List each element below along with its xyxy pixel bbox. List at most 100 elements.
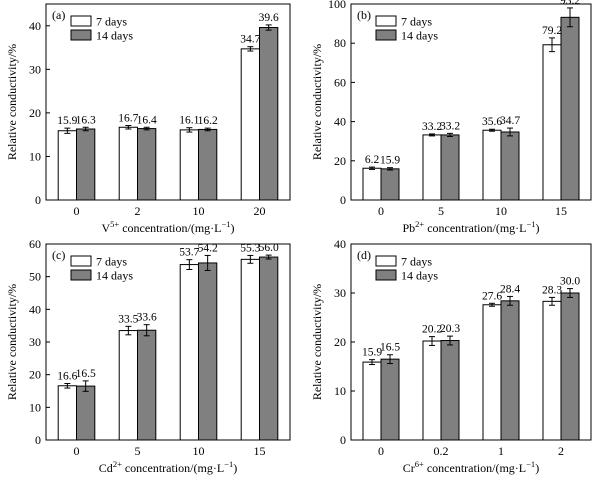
data-label: 27.6 <box>482 290 502 302</box>
data-label: 16.4 <box>137 114 157 126</box>
legend-label: 14 days <box>401 269 438 283</box>
x-tick-label: 10 <box>495 204 507 218</box>
bar-7-days <box>57 130 77 201</box>
x-axis-label: Cd2+ concentration/(mg·L−1) <box>99 459 237 475</box>
data-label: 33.2 <box>440 120 460 132</box>
x-tick-label: 15 <box>254 444 266 458</box>
x-tick-label: 5 <box>135 444 141 458</box>
y-tick-label: 0 <box>35 433 41 447</box>
bar-14-days <box>259 256 279 441</box>
y-tick-label: 100 <box>328 0 346 11</box>
y-tick-label: 60 <box>29 237 41 251</box>
y-axis-label: Relative conductivity/% <box>5 284 19 400</box>
legend-swatch-14-days <box>70 29 92 41</box>
bar-14-days <box>198 128 218 201</box>
y-tick-label: 40 <box>334 115 346 129</box>
bar-14-days <box>500 131 520 201</box>
data-label: 34.7 <box>500 115 520 127</box>
y-tick-label: 30 <box>29 335 41 349</box>
y-tick-label: 10 <box>29 400 41 414</box>
y-tick-label: 60 <box>334 75 346 89</box>
y-tick-label: 0 <box>340 193 346 207</box>
legend-label: 7 days <box>401 15 432 29</box>
x-tick-label: 10 <box>193 444 205 458</box>
legend-swatch-14-days <box>375 269 397 281</box>
bar-14-days <box>198 262 218 441</box>
panel-c: 0 10 20 30 40 50 60 Relative conductivity/% 0 16.… <box>5 237 291 475</box>
panel-label: (a) <box>52 8 65 22</box>
x-tick-label: 1 <box>498 444 504 458</box>
x-tick-label: 10 <box>193 204 205 218</box>
data-label: 16.2 <box>198 115 218 127</box>
y-tick-label: 20 <box>334 335 346 349</box>
bar-7-days <box>240 258 260 441</box>
bar-14-days <box>76 385 96 441</box>
bar-7-days <box>118 330 138 441</box>
data-label: 16.5 <box>380 342 400 354</box>
y-tick-label: 20 <box>29 106 41 120</box>
data-label: 28.3 <box>542 284 562 296</box>
y-tick-label: 20 <box>29 368 41 382</box>
bar-7-days <box>179 129 199 201</box>
bar-14-days <box>500 300 520 441</box>
bar-7-days <box>482 304 502 441</box>
data-label: 33.5 <box>118 313 138 325</box>
data-label: 39.6 <box>259 12 279 24</box>
x-tick-label: 0.2 <box>434 444 449 458</box>
bar-14-days <box>137 329 157 441</box>
plot-frame <box>350 3 592 201</box>
bar-14-days <box>137 128 157 201</box>
legend-swatch-7-days <box>70 255 92 267</box>
panel-d: 0 10 20 30 40 Relative conductivity/% 0 15.916.… <box>310 237 592 475</box>
bar-14-days <box>440 134 460 201</box>
bar-14-days <box>560 292 580 441</box>
y-tick-label: 80 <box>334 36 346 50</box>
panel-label: (c) <box>52 248 65 262</box>
legend-swatch-14-days <box>375 29 397 41</box>
y-tick-label: 20 <box>334 154 346 168</box>
bar-7-days <box>482 129 502 201</box>
bar-7-days <box>362 361 382 441</box>
x-tick-label: 0 <box>74 444 80 458</box>
data-label: 15.9 <box>57 115 77 127</box>
data-label: 16.6 <box>57 370 77 382</box>
data-label: 16.1 <box>179 115 199 127</box>
bar-7-days <box>118 126 138 201</box>
x-tick-label: 0 <box>378 204 384 218</box>
y-tick-label: 40 <box>29 19 41 33</box>
x-tick-label: 5 <box>438 204 444 218</box>
panel-label: (d) <box>357 248 371 262</box>
legend-swatch-7-days <box>375 255 397 267</box>
legend-label: 14 days <box>401 29 438 43</box>
y-tick-label: 10 <box>29 149 41 163</box>
data-label: 16.5 <box>76 368 96 380</box>
bar-7-days <box>362 167 382 201</box>
legend-label: 14 days <box>96 269 133 283</box>
legend-label: 14 days <box>96 29 133 43</box>
data-label: 79.2 <box>542 25 562 37</box>
data-label: 56.0 <box>259 242 279 254</box>
y-tick-label: 10 <box>334 384 346 398</box>
data-label: 33.6 <box>137 312 157 324</box>
bar-7-days <box>422 340 442 441</box>
legend-swatch-14-days <box>70 269 92 281</box>
y-tick-label: 40 <box>334 237 346 251</box>
data-label: 54.2 <box>198 242 218 254</box>
x-tick-label: 0 <box>74 204 80 218</box>
data-label: 33.2 <box>422 121 442 133</box>
y-tick-label: 30 <box>334 286 346 300</box>
y-tick-label: 30 <box>29 62 41 76</box>
bar-7-days <box>422 134 442 201</box>
bar-14-days <box>76 128 96 201</box>
x-axis-label: V5+ concentration/(mg·L−1) <box>101 219 234 235</box>
data-label: 55.3 <box>240 242 260 254</box>
legend-swatch-7-days <box>70 15 92 27</box>
bar-7-days <box>179 264 199 441</box>
y-tick-label: 50 <box>29 270 41 284</box>
x-axis-label: Pb2+ concentration/(mg·L−1) <box>402 219 539 235</box>
x-tick-label: 2 <box>558 444 564 458</box>
bar-7-days <box>542 300 562 441</box>
